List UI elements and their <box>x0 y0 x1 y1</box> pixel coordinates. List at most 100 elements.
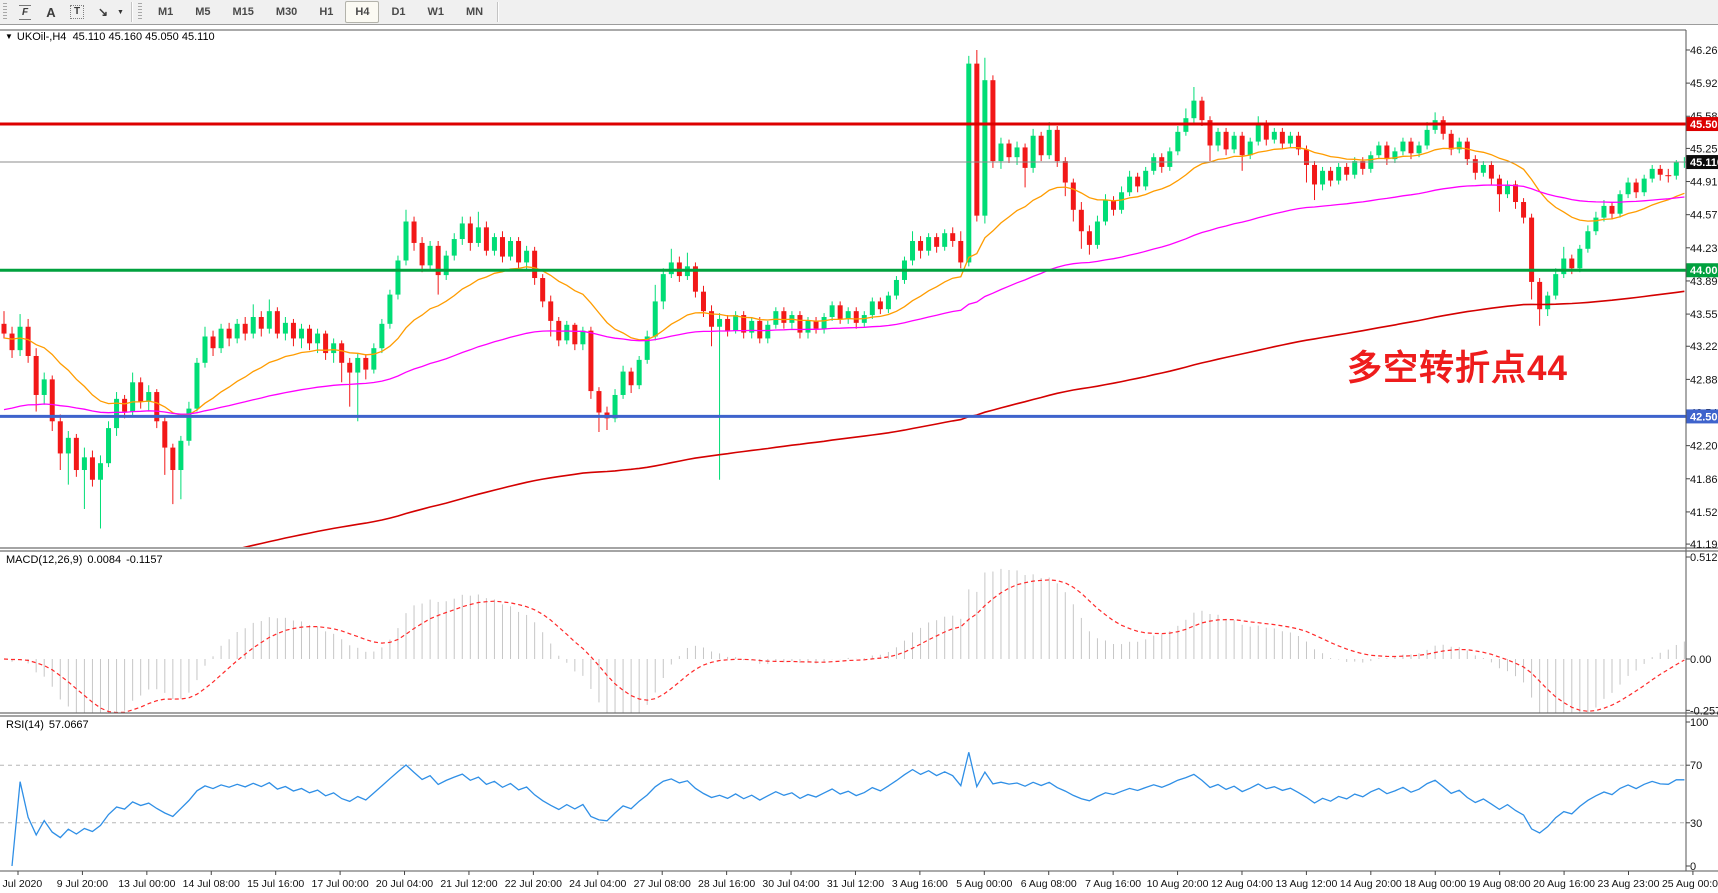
svg-text:8 Jul 2020: 8 Jul 2020 <box>0 878 42 890</box>
svg-text:0: 0 <box>1690 861 1696 873</box>
fibonacci-icon-glyph: F <box>18 4 32 20</box>
svg-text:0.00: 0.00 <box>1690 654 1711 666</box>
tf-button-w1[interactable]: W1 <box>427 6 445 18</box>
macd-panel[interactable] <box>3 568 1685 731</box>
text-icon[interactable]: A <box>41 2 61 22</box>
tf-button-d1[interactable]: D1 <box>391 6 406 18</box>
text-label-icon[interactable]: T <box>67 2 87 22</box>
svg-text:42.200: 42.200 <box>1690 441 1718 453</box>
indicator-axes[interactable]: 0.5121 0.00 -0.2578100 70 30 0 <box>1686 552 1718 873</box>
svg-text:14 Aug 20:00: 14 Aug 20:00 <box>1340 878 1402 890</box>
arrows-icon[interactable]: ↘ <box>93 2 113 22</box>
macd-histogram <box>11 568 1685 713</box>
ma-fast-line <box>3 146 1685 416</box>
toolbar-drag-handle[interactable] <box>3 3 7 21</box>
price-marker-45.500 <box>1686 117 1718 132</box>
svg-text:15 Jul 16:00: 15 Jul 16:00 <box>247 878 304 890</box>
rsi-name: RSI(14) <box>6 719 44 731</box>
rsi-value: 57.0667 <box>48 719 89 731</box>
rsi-panel[interactable] <box>0 752 1686 867</box>
chart-window[interactable]: 46.26045.92045.58045.25044.91044.57044.2… <box>0 25 1718 893</box>
svg-text:21 Jul 12:00: 21 Jul 12:00 <box>440 878 497 890</box>
svg-text:25 Aug 00:00: 25 Aug 00:00 <box>1662 878 1718 890</box>
timeframe-drag-handle[interactable] <box>137 3 142 21</box>
svg-text:20 Aug 16:00: 20 Aug 16:00 <box>1533 878 1595 890</box>
tf-button-h4[interactable]: H4 <box>345 1 380 23</box>
svg-text:42.500: 42.500 <box>1690 411 1718 423</box>
time-axis[interactable]: 8 Jul 2020 9 Jul 20:00 13 Jul 00:00 14 Jul … <box>0 871 1718 890</box>
svg-text:30: 30 <box>1690 818 1702 830</box>
price-marker-45.110 <box>1686 155 1718 170</box>
macd-signal-value: -0.1157 <box>126 554 163 566</box>
tf-button-m15[interactable]: M15 <box>232 6 254 18</box>
svg-text:22 Jul 20:00: 22 Jul 20:00 <box>505 878 562 890</box>
tf-button-m5[interactable]: M5 <box>195 6 211 18</box>
main-price-panel[interactable] <box>0 49 1687 590</box>
svg-text:20 Jul 04:00: 20 Jul 04:00 <box>376 878 433 890</box>
symbol-name: UKOil-,H4 <box>16 31 67 43</box>
symbol-title: ▼ UKOil-,H4 45.110 45.160 45.050 45.110 <box>5 31 215 43</box>
tf-button-m1[interactable]: M1 <box>157 6 174 18</box>
price-marker-42.500 <box>1686 409 1718 424</box>
svg-text:45.920: 45.920 <box>1690 78 1718 90</box>
svg-text:6 Aug 08:00: 6 Aug 08:00 <box>1021 878 1077 890</box>
svg-text:10 Aug 20:00: 10 Aug 20:00 <box>1147 878 1209 890</box>
svg-text:44.570: 44.570 <box>1690 210 1718 222</box>
ma-slow-line <box>242 290 1685 547</box>
svg-text:13 Aug 12:00: 13 Aug 12:00 <box>1275 878 1337 890</box>
panel-frames <box>0 29 1718 872</box>
svg-text:41.520: 41.520 <box>1690 507 1718 519</box>
tf-button-m30[interactable]: M30 <box>275 6 298 18</box>
svg-text:44.910: 44.910 <box>1690 177 1718 189</box>
svg-text:41.190: 41.190 <box>1690 539 1718 551</box>
svg-text:45.250: 45.250 <box>1690 143 1718 155</box>
rsi-indicator-label: RSI(14) 57.0667 <box>6 719 89 731</box>
svg-text:31 Jul 12:00: 31 Jul 12:00 <box>827 878 884 890</box>
svg-text:100: 100 <box>1690 717 1708 729</box>
svg-text:27 Jul 08:00: 27 Jul 08:00 <box>634 878 691 890</box>
svg-text:24 Jul 04:00: 24 Jul 04:00 <box>569 878 626 890</box>
svg-text:7 Aug 16:00: 7 Aug 16:00 <box>1085 878 1141 890</box>
tf-button-mn[interactable]: MN <box>466 6 484 18</box>
svg-text:46.260: 46.260 <box>1690 45 1718 57</box>
svg-text:18 Aug 00:00: 18 Aug 00:00 <box>1404 878 1466 890</box>
svg-text:14 Jul 08:00: 14 Jul 08:00 <box>183 878 240 890</box>
top-toolbar: F A T ↘ ▼ M1 M5 M15 M30 H1 H4 D1 W1 MN <box>0 0 1718 25</box>
timeframe-buttons: M1 M5 M15 M30 H1 H4 D1 W1 MN <box>147 1 494 23</box>
toolbar-separator-2 <box>497 2 499 22</box>
fibonacci-icon[interactable]: F <box>15 2 35 22</box>
svg-text:9 Jul 20:00: 9 Jul 20:00 <box>57 878 109 890</box>
svg-text:44.000: 44.000 <box>1690 265 1718 277</box>
svg-text:-0.2578: -0.2578 <box>1690 705 1718 717</box>
svg-text:13 Jul 00:00: 13 Jul 00:00 <box>118 878 175 890</box>
svg-text:19 Aug 08:00: 19 Aug 08:00 <box>1469 878 1531 890</box>
chart-text-annotation: 多空转折点44 <box>1347 349 1568 388</box>
svg-text:43.550: 43.550 <box>1690 309 1718 321</box>
candlesticks <box>1 49 1686 529</box>
chart-canvas[interactable]: 46.26045.92045.58045.25044.91044.57044.2… <box>0 25 1718 893</box>
svg-text:3 Aug 16:00: 3 Aug 16:00 <box>892 878 948 890</box>
macd-main-value: 0.0084 <box>87 554 122 566</box>
svg-text:43.890: 43.890 <box>1690 276 1718 288</box>
svg-text:43.220: 43.220 <box>1690 341 1718 353</box>
arrows-dropdown-caret[interactable]: ▼ <box>117 8 124 16</box>
svg-text:41.860: 41.860 <box>1690 474 1718 486</box>
svg-text:0.5121: 0.5121 <box>1690 552 1718 564</box>
svg-text:70: 70 <box>1690 760 1702 772</box>
svg-text:5 Aug 00:00: 5 Aug 00:00 <box>956 878 1012 890</box>
svg-text:17 Jul 00:00: 17 Jul 00:00 <box>311 878 368 890</box>
price-axis[interactable]: 46.26045.92045.58045.25044.91044.57044.2… <box>1686 45 1718 551</box>
tf-button-h1[interactable]: H1 <box>319 6 334 18</box>
ma-mid-line <box>3 184 1685 415</box>
symbol-collapse-icon[interactable]: ▼ <box>5 32 13 41</box>
svg-text:44.230: 44.230 <box>1690 243 1718 255</box>
svg-text:42.880: 42.880 <box>1690 374 1718 386</box>
rsi-line <box>11 752 1685 867</box>
svg-text:23 Aug 23:00: 23 Aug 23:00 <box>1598 878 1660 890</box>
svg-text:28 Jul 16:00: 28 Jul 16:00 <box>698 878 755 890</box>
arrows-icon-glyph: ↘ <box>97 5 109 19</box>
macd-name: MACD(12,26,9) <box>6 554 83 566</box>
svg-text:45.500: 45.500 <box>1690 119 1718 131</box>
symbol-ohlc: 45.110 45.160 45.050 45.110 <box>72 31 215 43</box>
macd-indicator-label: MACD(12,26,9) 0.0084 -0.1157 <box>6 554 163 566</box>
